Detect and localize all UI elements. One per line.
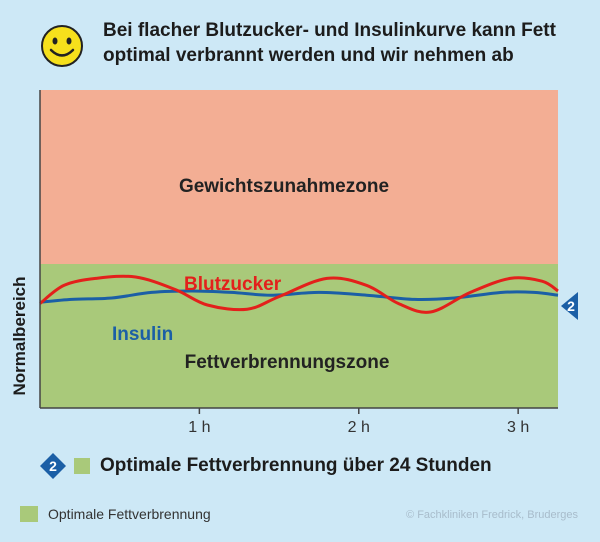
blutzucker-line [39,274,559,314]
legend-swatch [20,506,38,522]
arrow-marker-icon: 2 [40,453,66,479]
insulin-line [39,289,559,304]
copyright-credit: © Fachkliniken Fredrick, Bruderges [406,509,578,521]
smiley-icon [41,25,83,67]
legend: Optimale Fettverbrennung [20,506,211,522]
bottom-summary-text: Optimale Fettverbrennung über 24 Stunden [100,455,492,476]
green-square-icon [74,458,90,474]
x-tick-label: 3 h [507,419,529,436]
fat-burning-zone-label: Fettverbrennungszone [185,352,390,373]
page-title: Bei flacher Blutzucker- und Insulinkurve… [103,20,556,66]
x-tick-label: 1 h [188,419,210,436]
bottom-marker-number: 2 [49,458,57,474]
weight-gain-zone-label: Gewichtszunahmezone [179,176,389,197]
arrow-marker-icon [561,292,578,320]
x-tick-label: 2 h [348,419,370,436]
insulin-label: Insulin [112,324,173,345]
blutzucker-label: Blutzucker [184,274,282,295]
y-axis-label: Normalbereich [10,276,29,395]
right-marker-number: 2 [567,298,575,314]
legend-label: Optimale Fettverbrennung [48,506,211,522]
bottom-summary: 2 Optimale Fettverbrennung über 24 Stund… [40,452,492,480]
right-marker: 2 [561,292,578,320]
weight-gain-zone [40,90,558,264]
